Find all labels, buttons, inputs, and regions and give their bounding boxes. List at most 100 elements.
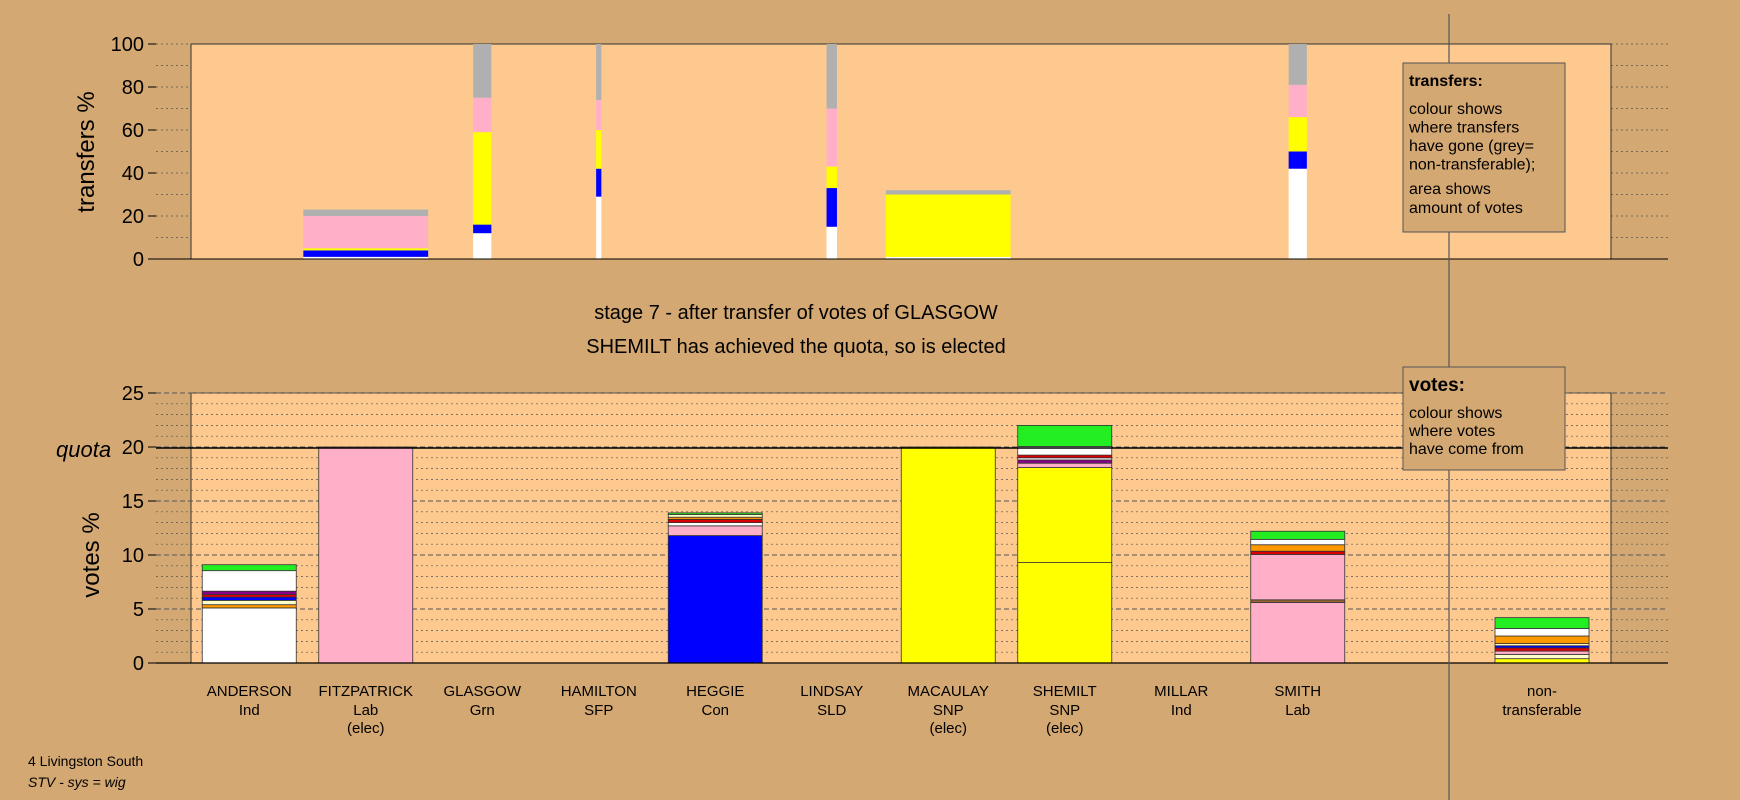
vote-bar-segment bbox=[667, 512, 763, 515]
vote-bar-segment bbox=[667, 535, 763, 664]
votes-y-tick-label: 0 bbox=[133, 653, 144, 675]
candidate-party: Lab bbox=[1285, 702, 1310, 719]
transfer-bar-segment bbox=[303, 216, 429, 249]
transfer-bar-segment bbox=[826, 188, 837, 227]
candidate-party: SNP bbox=[1049, 702, 1080, 719]
votes-y-tick-label: 20 bbox=[122, 437, 144, 459]
candidate-status: (elec) bbox=[347, 720, 385, 737]
candidate-name: FITZPATRICK bbox=[319, 683, 413, 700]
candidate-name: HEGGIE bbox=[686, 683, 744, 700]
transfers-legend-line: area shows bbox=[1409, 181, 1491, 198]
candidate-name: SMITH bbox=[1274, 683, 1321, 700]
transfers-y-tick-label: 20 bbox=[122, 206, 144, 228]
transfers-y-tick-labels: 0 20 40 60 80 100 bbox=[111, 34, 1668, 271]
candidate-party: Con bbox=[701, 702, 729, 719]
nontransferable-label: transferable bbox=[1502, 702, 1581, 719]
candidate-name: ANDERSON bbox=[207, 683, 292, 700]
transfer-bar-segment bbox=[826, 108, 837, 167]
nontransferable-segment bbox=[1494, 617, 1590, 629]
transfer-bar-segment bbox=[596, 44, 602, 100]
candidate-party: Lab bbox=[353, 702, 378, 719]
vote-bar-segment bbox=[900, 446, 996, 664]
vote-bar-segment bbox=[1017, 562, 1113, 664]
votes-bars bbox=[201, 424, 1590, 664]
candidate-status: (elec) bbox=[929, 720, 967, 737]
candidate-name: SHEMILT bbox=[1033, 683, 1097, 700]
nontransferable-segment bbox=[1494, 628, 1590, 637]
votes-y-axis-label: votes % bbox=[78, 512, 105, 597]
ward-label: 4 Livingston South bbox=[28, 753, 143, 769]
nontransferable-label: non- bbox=[1527, 683, 1557, 700]
transfers-legend-line: where transfers bbox=[1408, 120, 1519, 137]
transfers-legend-heading: transfers: bbox=[1409, 73, 1483, 90]
vote-bar-segment bbox=[201, 607, 297, 664]
candidate-name: GLASGOW bbox=[443, 683, 521, 700]
candidate-party: Ind bbox=[239, 702, 260, 719]
votes-legend-line: have come from bbox=[1409, 441, 1524, 458]
candidate-labels: ANDERSONIndFITZPATRICKLab(elec)GLASGOWGr… bbox=[207, 683, 1582, 737]
vote-bar-segment bbox=[201, 590, 297, 595]
transfer-bar-segment bbox=[826, 226, 837, 259]
system-label: STV - sys = wig bbox=[28, 774, 126, 790]
transfers-legend: transfers: colour shows where transfersha… bbox=[1402, 62, 1566, 233]
candidate-party: Ind bbox=[1171, 702, 1192, 719]
transfer-bar-segment bbox=[596, 99, 602, 130]
vote-bar-segment bbox=[201, 596, 297, 601]
transfers-y-axis-label: transfers % bbox=[73, 91, 100, 212]
vote-bar-segment bbox=[318, 446, 414, 664]
transfer-bar-segment bbox=[303, 209, 429, 216]
votes-legend-line: colour shows bbox=[1409, 405, 1502, 422]
transfer-bar-segment bbox=[1288, 117, 1307, 152]
quota-label: quota bbox=[56, 437, 111, 462]
candidate-status: (elec) bbox=[1046, 720, 1084, 737]
candidate-party: SNP bbox=[933, 702, 964, 719]
vote-bar-segment bbox=[1250, 550, 1346, 555]
vote-bar-segment bbox=[1250, 538, 1346, 546]
transfers-legend-line: amount of votes bbox=[1409, 200, 1523, 217]
nontransferable-segment bbox=[1494, 650, 1590, 655]
vote-bar-segment bbox=[1017, 462, 1113, 468]
transfers-legend-line: colour shows bbox=[1409, 101, 1502, 118]
transfer-bar-segment bbox=[303, 256, 429, 259]
vote-bar-segment bbox=[667, 514, 763, 518]
vote-bar-segment bbox=[1250, 602, 1346, 664]
stage-subtitle: SHEMILT has achieved the quota, so is el… bbox=[586, 336, 1006, 358]
vote-bar-segment bbox=[201, 594, 297, 598]
candidate-name: MILLAR bbox=[1154, 683, 1208, 700]
transfer-bar-segment bbox=[473, 224, 492, 234]
votes-legend-line: where votes bbox=[1408, 423, 1495, 440]
transfer-bar-segment bbox=[885, 190, 1011, 195]
transfer-bar-segment bbox=[1288, 168, 1307, 259]
vote-bar-segment bbox=[667, 522, 763, 527]
vote-bar-segment bbox=[1250, 544, 1346, 552]
vote-bar-segment bbox=[1017, 454, 1113, 459]
votes-y-tick-label: 10 bbox=[122, 545, 144, 567]
transfer-bar-segment bbox=[473, 132, 492, 225]
transfers-y-tick-label: 80 bbox=[122, 77, 144, 99]
vote-bar-segment bbox=[1017, 467, 1113, 563]
vote-bar-segment bbox=[1250, 599, 1346, 603]
transfers-y-tick-label: 100 bbox=[111, 34, 144, 56]
transfer-bar-segment bbox=[303, 250, 429, 257]
votes-y-tick-label: 5 bbox=[133, 599, 144, 621]
transfers-y-tick-label: 60 bbox=[122, 120, 144, 142]
transfer-bar-segment bbox=[596, 196, 602, 259]
transfers-y-tick-label: 0 bbox=[133, 249, 144, 271]
candidate-party: Grn bbox=[470, 702, 495, 719]
nontransferable-segment bbox=[1494, 647, 1590, 652]
transfer-bar-segment bbox=[1288, 84, 1307, 118]
transfer-bar-segment bbox=[473, 97, 492, 133]
vote-bar-segment bbox=[201, 570, 297, 592]
candidate-name: LINDSAY bbox=[800, 683, 863, 700]
nontransferable-segment bbox=[1494, 658, 1590, 664]
transfers-legend-line: have gone (grey= bbox=[1409, 138, 1534, 155]
transfer-bar-segment bbox=[826, 44, 837, 109]
nontransferable-segment bbox=[1494, 653, 1590, 660]
vote-bar-segment bbox=[667, 525, 763, 536]
vote-bar-segment bbox=[1250, 530, 1346, 540]
transfer-bar-segment bbox=[826, 166, 837, 189]
transfer-bar-segment bbox=[885, 256, 1011, 259]
